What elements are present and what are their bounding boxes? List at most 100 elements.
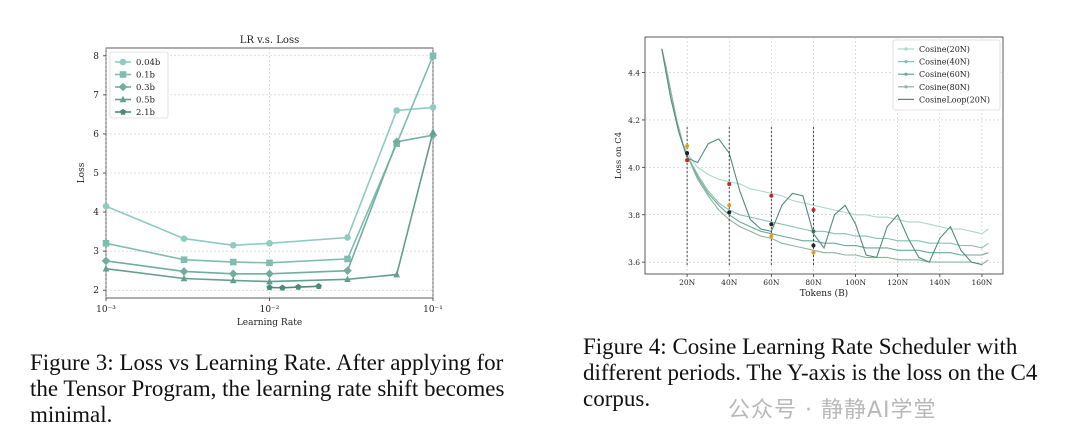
data-point [315,283,322,289]
y-tick-label: 8 [93,52,99,62]
data-point [344,234,351,241]
legend-box [892,39,1001,111]
legend-label: 2.1b [136,108,156,118]
figure-4-caption: Figure 4: Cosine Learning Rate Scheduler… [583,334,1038,411]
data-point [229,241,237,249]
endpoint-dot [727,181,732,186]
data-point [180,274,188,282]
legend-marker [904,85,908,89]
data-point [429,52,437,60]
y-tick-label: 3.6 [628,258,640,267]
x-tick-label: 80N [805,278,822,287]
data-point [279,284,286,291]
data-point [392,137,402,147]
series-line-Cosine(80N) [661,48,989,266]
legend-marker [119,71,127,78]
legend-label: CosineLoop(20N) [919,95,990,104]
endpoint-dot [727,203,732,208]
data-point [266,240,273,247]
y-tick-label: 7 [93,91,99,101]
data-point [344,255,351,263]
cosine-scheduler-chart: 20N 40N 60N 80N 100N 120N 140N 160N 3.6 3.8 4.0 4.2… [614,36,1004,299]
series-2.1b [266,283,322,291]
data-point [393,107,401,114]
y-tick-label: 4.4 [628,69,640,78]
data-point [429,104,437,111]
data-point [295,283,302,290]
series-0.3b [101,130,438,279]
data-point [101,256,111,266]
data-point [102,264,110,272]
y-tick-label: 4.2 [628,116,640,125]
legend-label: Cosine(80N) [919,83,970,92]
legend-label: 0.3b [136,83,156,93]
legend-marker [119,108,127,115]
legend-marker [118,82,128,92]
series-0.04b [102,104,437,249]
endpoint-dot [811,250,816,255]
series-line-CosineLoop(20N) [661,48,983,266]
y-tick-label: 5 [93,169,99,179]
legend-marker [904,72,908,76]
legend-label: 0.1b [136,71,156,81]
endpoint-dot [685,151,690,156]
x-tick-label: 100N [845,278,866,287]
legend-label: 0.04b [136,58,161,68]
endpoint-dot [685,158,690,163]
figure-3-caption: Figure 3: Loss vs Learning Rate. After a… [30,350,505,427]
x-tick-label: 10⁻³ [96,305,116,315]
x-tick-label: 10⁻¹ [423,305,443,315]
y-axis-label: Loss on C4 [614,132,624,179]
data-point [228,269,238,279]
chart-title: LR v.s. Loss [240,35,299,46]
legend-label: 0.5b [136,96,156,106]
data-point [180,235,188,242]
endpoint-dot [811,243,816,248]
legend: Cosine(20N) Cosine(40N) Cosine(60N) Cosine(… [892,39,1001,111]
data-point [266,259,273,267]
data-point [344,275,351,283]
series-line-Cosine(20N) [661,48,989,235]
lr-loss-chart: 10⁻³ 10⁻² 10⁻¹ 2 3 4 5 6 7 8 LR v.s. Loss Learning … [77,35,443,328]
x-tick-label: 40N [721,278,738,287]
x-tick-label: 140N [929,278,950,287]
legend-marker [904,47,908,51]
data-point [429,128,437,135]
y-tick-label: 3 [93,247,99,257]
y-tick-label: 3.8 [628,211,640,220]
data-point [343,266,352,275]
endpoint-dot [811,229,816,234]
x-tick-label: 160N [971,278,992,287]
x-tick-label: 120N [887,278,908,287]
data-point [102,202,110,210]
endpoint-dot [811,208,816,213]
legend-marker [119,95,127,103]
legend-label: Cosine(20N) [919,45,970,54]
legend-label: Cosine(40N) [919,58,970,67]
endpoint-dot [769,222,774,227]
legend-marker [119,58,127,66]
data-point [229,258,237,266]
series-line [269,285,319,289]
data-point [102,240,110,247]
x-tick-label: 10⁻² [260,305,280,315]
series-0.5b [102,128,437,285]
data-point [266,284,273,291]
watermark-text: 公众号 · 静静AI学堂 [728,398,937,423]
legend-label: Cosine(60N) [919,70,970,79]
data-point [179,267,189,276]
endpoint-dot [769,234,774,239]
y-tick-label: 4 [93,208,99,218]
data-point [229,276,237,284]
data-point [265,269,274,279]
x-axis-label: Learning Rate [237,318,302,328]
data-point [393,270,401,278]
data-point [266,277,273,285]
endpoint-dot [769,193,774,198]
endpoint-dot [685,144,690,149]
y-tick-label: 2 [93,286,99,296]
legend-marker [904,60,908,64]
y-tick-label: 4.0 [628,163,640,172]
x-tick-label: 60N [763,278,780,287]
x-tick-label: 20N [679,278,696,287]
